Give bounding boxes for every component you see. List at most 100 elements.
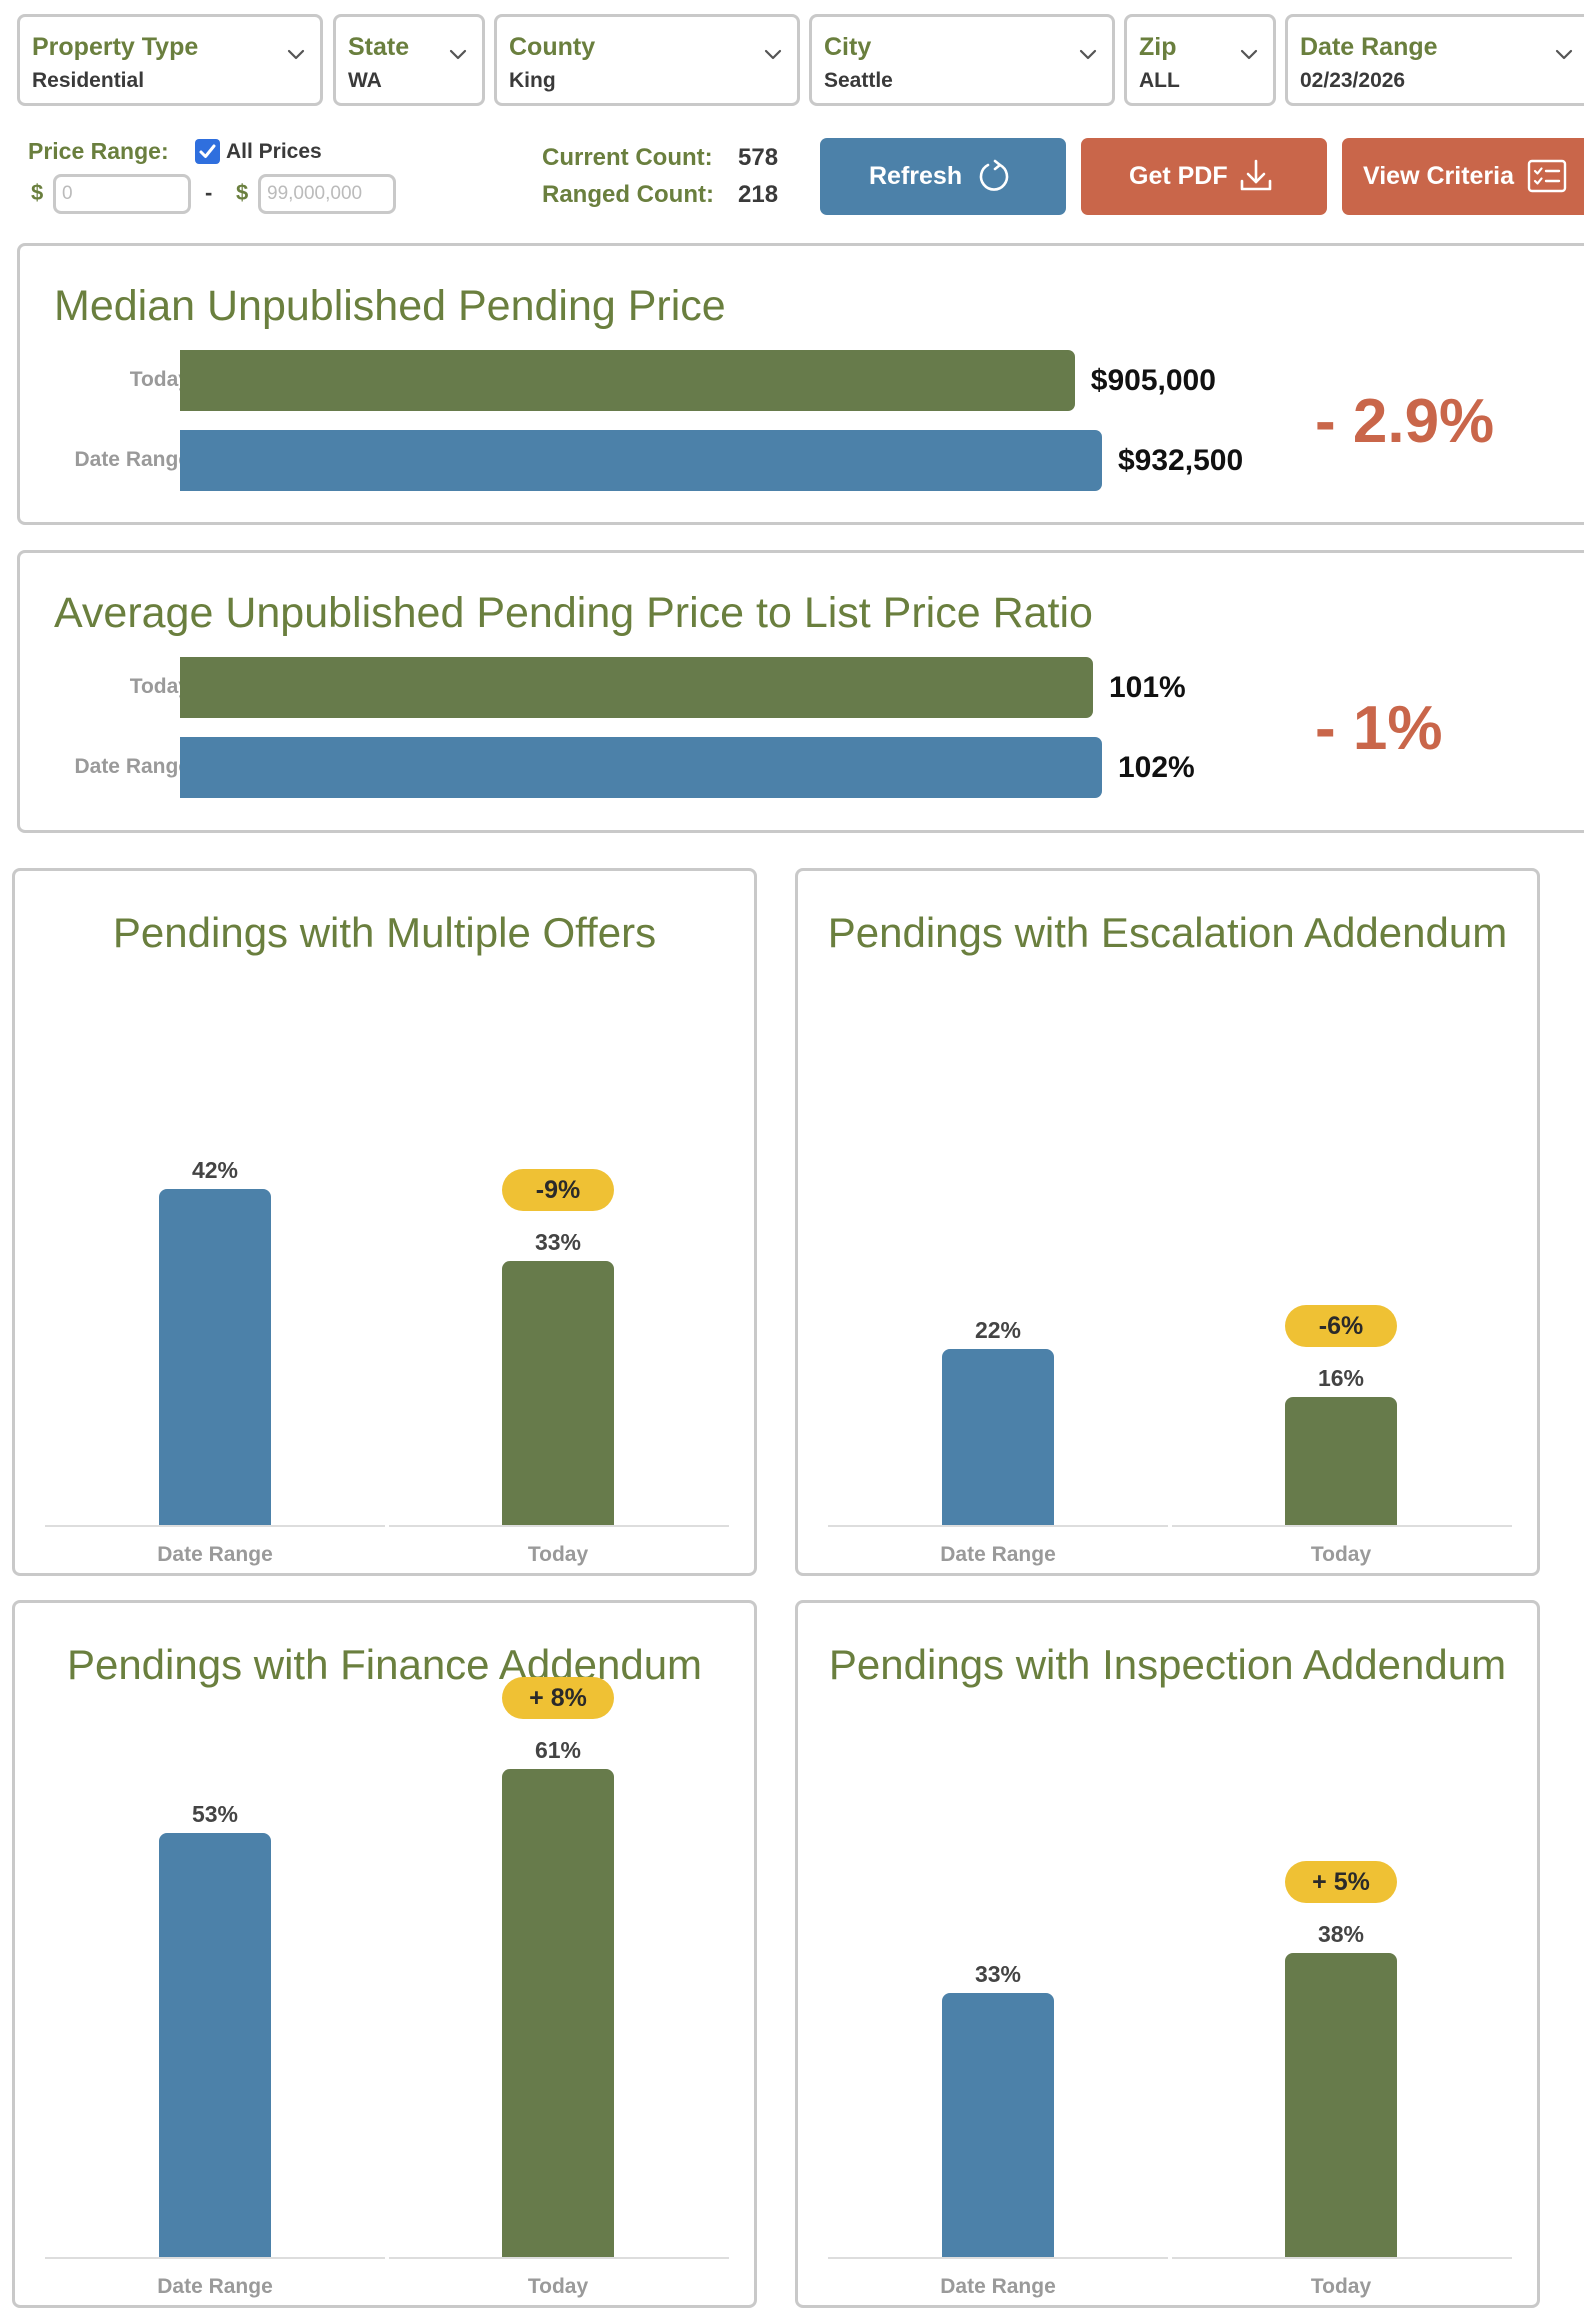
county-label: County <box>509 33 596 61</box>
x-axis-label-date-range: Date Range <box>940 1543 1056 1566</box>
checkmark-icon <box>199 144 216 158</box>
date-range-bar <box>159 1833 271 2257</box>
min-currency-symbol: $ <box>31 180 44 205</box>
chart-baseline <box>45 2257 385 2259</box>
view-criteria-button[interactable]: View Criteria <box>1342 138 1584 215</box>
x-axis-label-today: Today <box>1310 2275 1372 2298</box>
ranged-count-label: Ranged Count: <box>542 181 714 208</box>
date-range-bar <box>159 1189 271 1525</box>
chevron-down-icon <box>1555 49 1573 60</box>
chevron-down-icon <box>287 49 305 60</box>
chevron-down-icon <box>764 49 782 60</box>
x-axis-label-date-range: Date Range <box>940 2275 1056 2298</box>
chart-title: Pendings with Multiple Offers <box>112 909 657 956</box>
date-range-dropdown[interactable]: Date Range 02/23/2026 <box>1285 14 1584 106</box>
view-criteria-button-label: View Criteria <box>1363 162 1515 190</box>
today-bar <box>1285 1953 1397 2257</box>
chart-title: Pendings with Escalation Addendum <box>827 909 1508 956</box>
date-range-ratio-value: 102% <box>1118 751 1195 784</box>
x-axis-label-date-range: Date Range <box>157 2275 273 2298</box>
zip-dropdown[interactable]: Zip ALL <box>1124 14 1276 106</box>
criteria-list-icon <box>1527 159 1567 193</box>
x-axis-label-date-range: Date Range <box>157 1543 273 1566</box>
today-ratio-value: 101% <box>1108 671 1186 704</box>
city-value: Seattle <box>824 69 893 92</box>
today-bar <box>502 1261 614 1525</box>
today-row-label: Today <box>129 675 190 698</box>
x-axis-label-today: Today <box>527 1543 589 1566</box>
refresh-button-label: Refresh <box>869 162 963 190</box>
date-range-value-label: 53% <box>191 1801 239 1827</box>
today-value-label: 38% <box>1317 1921 1365 1947</box>
chart-baseline <box>389 1525 729 1527</box>
state-label: State <box>348 33 410 61</box>
today-bar <box>502 1769 614 2257</box>
date-range-value-label: 42% <box>191 1157 239 1183</box>
city-dropdown[interactable]: City Seattle <box>809 14 1115 106</box>
today-value-label: 16% <box>1317 1365 1365 1391</box>
date-range-row-label: Date Range <box>74 755 190 778</box>
zip-value: ALL <box>1139 69 1180 92</box>
min-price-input[interactable] <box>53 174 191 214</box>
state-dropdown[interactable]: State WA <box>333 14 485 106</box>
property-type-dropdown[interactable]: Property Type Residential <box>17 14 323 106</box>
today-row-label: Today <box>129 368 190 391</box>
all-prices-label: All Prices <box>226 140 322 163</box>
max-currency-symbol: $ <box>236 180 249 205</box>
today-value-label: 61% <box>534 1737 582 1763</box>
refresh-button[interactable]: Refresh <box>820 138 1066 215</box>
chart-baseline <box>45 1525 385 1527</box>
all-prices-checkbox[interactable] <box>195 139 220 164</box>
median-price-title: Median Unpublished Pending Price <box>54 282 726 330</box>
change-badge: + 5% <box>1285 1861 1397 1903</box>
date-range-bar <box>942 1993 1054 2257</box>
current-count-label: Current Count: <box>542 144 713 171</box>
multiple-offers-chart: Pendings with Multiple Offers 42% Date Ran… <box>12 868 757 1576</box>
today-bar <box>1285 1397 1397 1525</box>
property-type-label: Property Type <box>32 33 199 61</box>
chart-baseline <box>828 2257 1168 2259</box>
chevron-down-icon <box>1240 49 1258 60</box>
x-axis-label-today: Today <box>527 2275 589 2298</box>
chart-baseline <box>389 2257 729 2259</box>
chart-baseline <box>1172 1525 1512 1527</box>
chart-baseline <box>828 1525 1168 1527</box>
price-ratio-change: - 1% <box>1315 694 1443 763</box>
inspection-addendum-chart: Pendings with Inspection Addendum 33% Date… <box>795 1600 1540 2308</box>
date-range-bar <box>942 1349 1054 1525</box>
county-value: King <box>509 69 556 92</box>
price-range-label: Price Range: <box>28 138 169 164</box>
median-price-change: - 2.9% <box>1315 387 1495 456</box>
x-axis-label-today: Today <box>1310 1543 1372 1566</box>
property-type-value: Residential <box>32 69 145 92</box>
county-dropdown[interactable]: County King <box>494 14 800 106</box>
finance-addendum-chart: Pendings with Finance Addendum 53% Date Ra… <box>12 1600 757 2308</box>
escalation-addendum-chart: Pendings with Escalation Addendum 22% Date… <box>795 868 1540 1576</box>
city-label: City <box>824 33 872 61</box>
date-range-value: 02/23/2026 <box>1300 69 1406 92</box>
chart-baseline <box>1172 2257 1512 2259</box>
chart-title: Pendings with Inspection Addendum <box>828 1641 1507 1688</box>
price-ratio-title: Average Unpublished Pending Price to Lis… <box>54 589 1093 637</box>
change-badge: -6% <box>1285 1305 1397 1347</box>
median-price-panel: Median Unpublished Pending Price Today $… <box>17 243 1584 525</box>
chart-title: Pendings with Finance Addendum <box>66 1641 703 1688</box>
download-icon <box>1240 159 1272 191</box>
today-ratio-bar <box>180 657 1093 718</box>
today-value-label: 33% <box>534 1229 582 1255</box>
date-range-price-value: $932,500 <box>1118 444 1244 477</box>
chevron-down-icon <box>1079 49 1097 60</box>
max-price-input[interactable] <box>258 174 396 214</box>
date-range-price-bar <box>180 430 1102 491</box>
change-badge: -9% <box>502 1169 614 1211</box>
price-range-separator: - <box>205 180 213 205</box>
current-count-value: 578 <box>738 144 779 171</box>
date-range-value-label: 33% <box>974 1961 1022 1987</box>
get-pdf-button[interactable]: Get PDF <box>1081 138 1327 215</box>
ranged-count-value: 218 <box>738 181 779 208</box>
zip-label: Zip <box>1139 33 1177 61</box>
get-pdf-button-label: Get PDF <box>1129 162 1228 190</box>
price-ratio-panel: Average Unpublished Pending Price to Lis… <box>17 550 1584 833</box>
date-range-ratio-bar <box>180 737 1102 798</box>
